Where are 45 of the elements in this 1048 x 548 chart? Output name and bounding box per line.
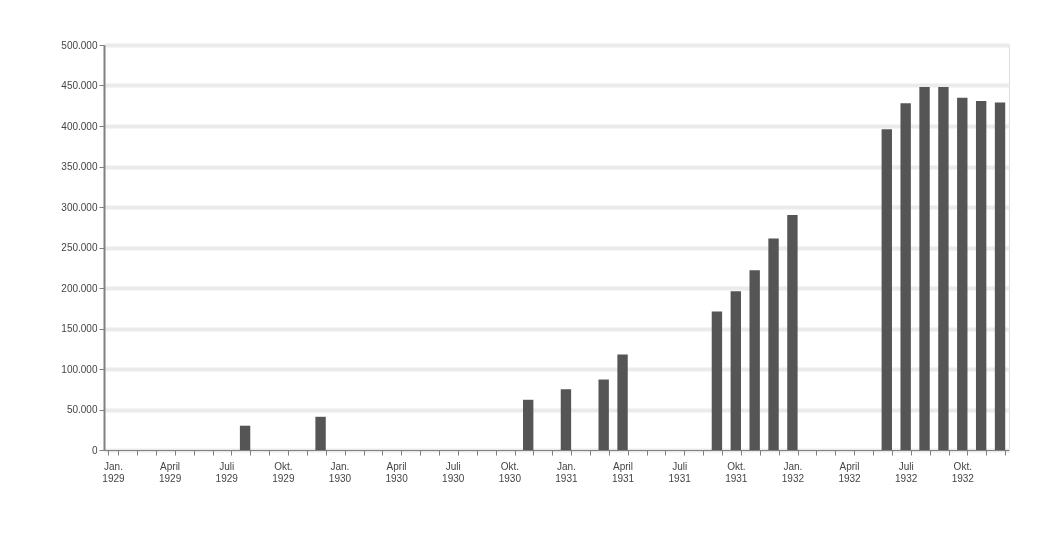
bar: [994, 102, 1006, 450]
y-tick-label: 450.000: [61, 80, 98, 91]
x-tick-label: April 1932: [838, 460, 862, 484]
bar: [787, 215, 798, 450]
bar: [749, 270, 760, 450]
bar: [711, 311, 723, 450]
bar: [560, 389, 572, 450]
bar: [617, 354, 628, 450]
y-tick-label: 100.000: [61, 363, 98, 375]
x-tick-label: Jan. 1929: [102, 460, 126, 484]
y-tick-label: 300.000: [61, 201, 98, 213]
y-tick-label: 200.000: [61, 282, 98, 294]
bar: [598, 379, 609, 450]
bar: [957, 97, 968, 450]
y-tick-label: 50.000: [66, 404, 98, 415]
y-tick-label: 150.000: [61, 323, 98, 334]
x-tick-label: Juli 1930: [442, 460, 465, 484]
bar: [523, 399, 534, 450]
x-tick-label: Okt. 1932: [951, 460, 975, 484]
bar: [315, 416, 326, 450]
x-tick-label: April 1930: [385, 460, 409, 484]
x-tick-label: Juli 1932: [895, 460, 918, 484]
x-tick-label: Okt. 1929: [272, 460, 295, 484]
bar: [975, 100, 987, 450]
bar: [919, 87, 930, 450]
bar: [900, 103, 911, 450]
x-tick-label: Okt. 1931: [725, 460, 748, 484]
bar: [730, 291, 741, 450]
bar: [881, 129, 892, 450]
bar: [768, 238, 779, 450]
bar: [938, 87, 949, 450]
x-tick-label: Juli 1929: [215, 460, 239, 484]
y-tick-label: 250.000: [61, 242, 98, 253]
y-tick-label: 350.000: [61, 161, 98, 172]
bar: [239, 425, 251, 450]
y-tick-label: 500.000: [61, 39, 98, 51]
x-tick-label: Okt. 1930: [498, 460, 522, 484]
x-tick-label: Juli 1931: [668, 460, 692, 484]
x-tick-label: April 1929: [158, 460, 182, 484]
y-tick-label: 400.000: [61, 120, 98, 132]
y-tick-label: 0: [91, 444, 98, 456]
x-tick-label: Jan. 1930: [328, 460, 352, 484]
x-tick-label: April 1931: [611, 460, 635, 484]
x-tick-label: Jan. 1931: [555, 460, 578, 484]
x-tick-label: Jan. 1932: [781, 460, 805, 484]
